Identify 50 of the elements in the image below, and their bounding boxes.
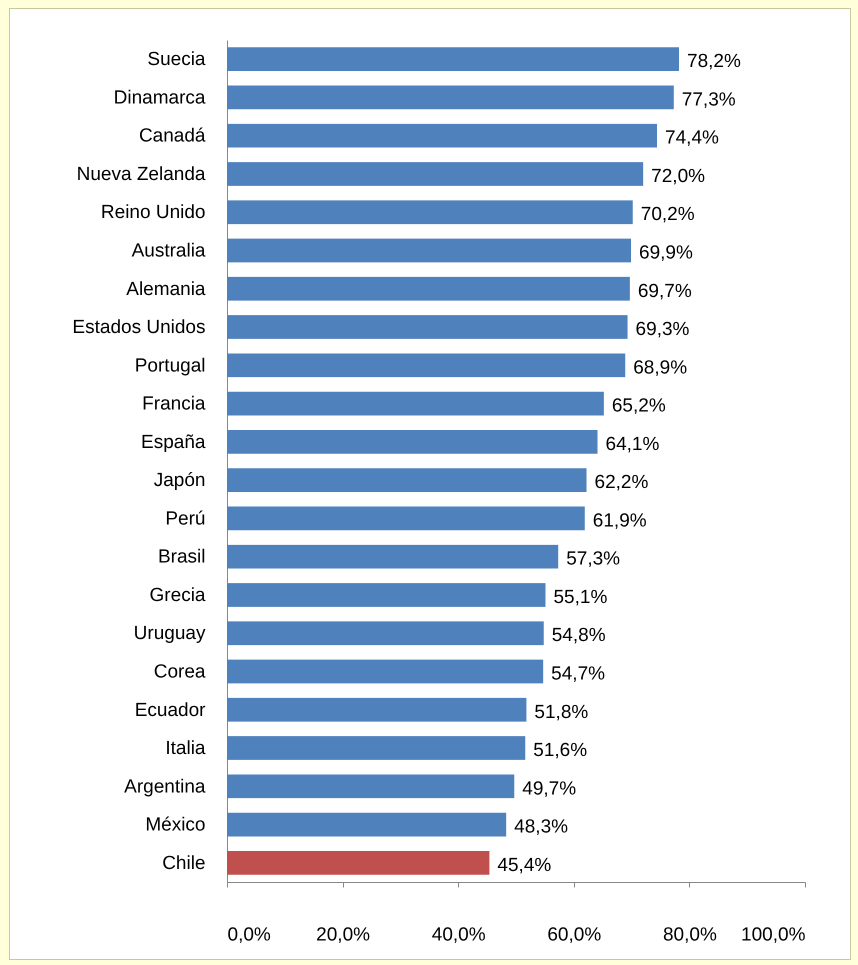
y-tick-label: España [141,432,206,453]
x-tick-label: 60,0% [547,924,602,946]
y-tick-label: Estados Unidos [72,317,206,338]
data-label: 77,3% [682,89,736,110]
y-tick-label: Reino Unido [100,202,206,224]
y-tick-label: Corea [154,662,206,682]
data-label: 69,3% [636,319,690,340]
data-label: 55,1% [553,586,608,608]
data-label: 62,2% [594,472,648,494]
data-label: 61,9% [592,510,647,532]
data-label: 68,9% [633,357,688,378]
y-tick-label: Japón [154,470,206,492]
x-tick-label: 0,0% [228,924,271,946]
data-label: 65,2% [612,396,666,417]
y-tick-label: Suecia [147,49,206,70]
y-tick-label: Argentina [124,776,206,798]
data-label: 51,6% [533,740,588,762]
y-tick-label: México [145,814,206,836]
y-tick-label: Chile [162,852,206,874]
y-tick-label: Canadá [138,126,206,147]
data-label: 69,9% [639,242,693,264]
data-label: 45,4% [497,854,552,876]
x-tick-label: 20,0% [316,924,370,946]
data-label: 48,3% [514,816,568,838]
x-tick-label: 100,0% [741,924,806,946]
y-tick-label: Australia [132,240,206,262]
data-label: 64,1% [606,434,660,455]
data-label: 69,7% [638,280,692,302]
y-tick-label: Grecia [150,584,206,606]
data-label: 51,8% [534,702,588,723]
y-tick-label: Portugal [134,355,206,376]
y-tick-label: Francia [142,394,206,415]
y-tick-label: Dinamarca [114,87,206,108]
data-label: 78,2% [686,51,741,72]
y-tick-label: Alemania [126,278,206,300]
y-tick-label: Italia [165,738,206,760]
data-label: 70,2% [640,204,695,226]
data-label: 54,7% [551,664,606,684]
y-tick-label: Uruguay [134,623,206,644]
data-label: 49,7% [522,778,576,800]
data-label: 72,0% [651,166,706,187]
x-tick-label: 80,0% [662,924,717,946]
x-tick-label: 40,0% [432,924,486,946]
y-tick-label: Ecuador [134,700,206,721]
data-label: 74,4% [665,128,720,149]
y-tick-label: Nueva Zelanda [76,164,206,185]
data-label: 57,3% [566,548,620,570]
data-label: 54,8% [552,625,606,646]
y-tick-label: Perú [165,508,206,530]
y-tick-label: Brasil [158,546,206,568]
